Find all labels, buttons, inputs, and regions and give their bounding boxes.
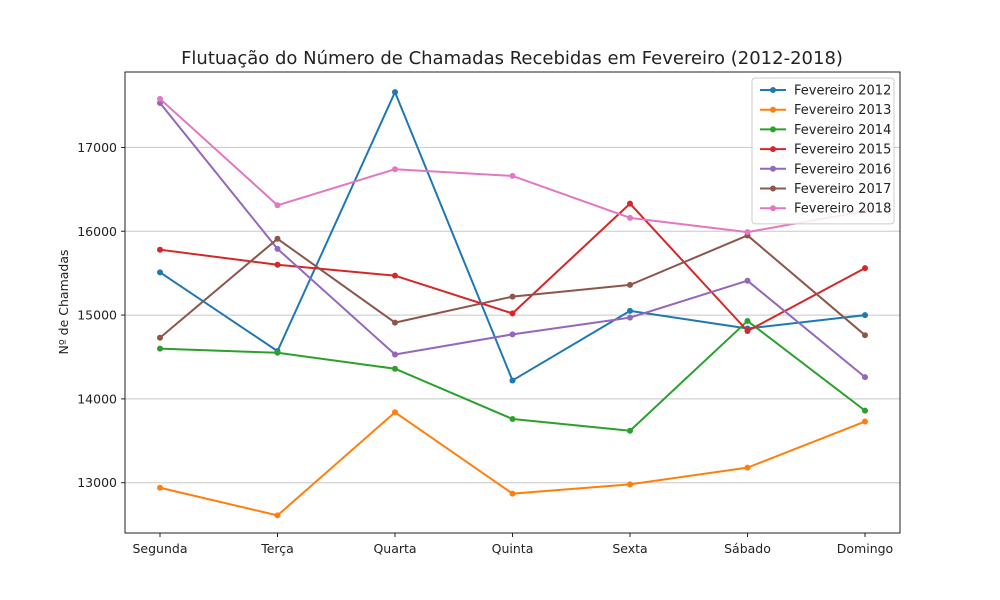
y-tick-label: 17000: [77, 140, 117, 155]
y-tick-label: 16000: [77, 224, 117, 239]
data-point: [392, 272, 398, 279]
data-point: [862, 407, 868, 414]
y-tick-label: 14000: [77, 391, 117, 406]
chart-title: Flutuação do Número de Chamadas Recebida…: [181, 48, 843, 69]
data-point: [627, 281, 633, 288]
legend-item: Fevereiro 2017: [760, 182, 891, 197]
data-point: [392, 319, 398, 326]
series-1: [157, 409, 868, 519]
data-point: [627, 481, 633, 488]
data-point: [862, 265, 868, 272]
legend-item: Fevereiro 2012: [760, 84, 891, 99]
data-point: [862, 374, 868, 381]
legend-marker: [770, 87, 776, 93]
data-point: [744, 464, 751, 471]
legend-marker: [770, 205, 776, 212]
legend-marker: [770, 106, 776, 113]
legend-box: [751, 77, 895, 225]
data-point: [627, 307, 633, 314]
legend-marker: [770, 165, 776, 172]
data-point: [157, 246, 163, 253]
data-point: [744, 327, 751, 334]
data-point: [157, 95, 163, 102]
series-line: [159, 411, 866, 517]
data-point: [744, 277, 751, 284]
data-point: [157, 334, 163, 341]
data-point: [744, 317, 751, 324]
data-point: [509, 331, 516, 338]
y-tick-label: 15000: [77, 308, 117, 323]
data-point: [392, 351, 398, 358]
legend-marker: [770, 126, 776, 133]
data-point: [862, 312, 868, 319]
series-4: [157, 100, 868, 381]
y-axis: 13000 14000 15000 16000 17000: [77, 140, 125, 490]
data-point: [157, 484, 163, 491]
legend-label: Fevereiro 2013: [794, 103, 891, 118]
data-point: [509, 416, 516, 423]
data-point: [627, 214, 633, 221]
x-axis: Segunda Terça Quarta Quinta Sexta Sábado Domin…: [133, 533, 893, 556]
data-point: [509, 490, 516, 497]
data-point: [157, 345, 163, 352]
data-point: [509, 310, 516, 317]
legend-marker: [770, 146, 776, 153]
data-point: [627, 200, 633, 207]
data-point: [274, 512, 281, 519]
data-point: [392, 409, 398, 416]
series-3: [157, 200, 868, 334]
data-point: [274, 349, 281, 356]
data-point: [509, 377, 516, 384]
data-point: [392, 365, 398, 372]
series-line: [159, 319, 866, 432]
legend-label: Fevereiro 2017: [794, 182, 891, 197]
data-point: [862, 332, 868, 339]
legend-item: Fevereiro 2014: [760, 123, 891, 138]
series-line: [159, 234, 866, 339]
data-point: [627, 314, 633, 321]
data-point: [274, 261, 281, 268]
x-tick-label: Segunda: [133, 541, 188, 556]
data-point: [862, 418, 868, 425]
data-point: [509, 293, 516, 300]
legend-marker: [770, 185, 776, 192]
x-tick-label: Sábado: [724, 541, 771, 556]
data-point: [627, 427, 633, 434]
legend-label: Fevereiro 2016: [794, 162, 891, 177]
x-tick-label: Domingo: [837, 541, 893, 556]
data-point: [274, 235, 281, 242]
legend: Fevereiro 2012 Fevereiro 2013 Fevereiro 20…: [751, 77, 895, 225]
x-tick-label: Quinta: [492, 541, 534, 556]
legend-item: Fevereiro 2016: [760, 162, 891, 177]
series-2: [157, 317, 868, 434]
x-tick-label: Terça: [260, 541, 294, 556]
series-5: [157, 232, 868, 341]
data-point: [392, 89, 398, 96]
legend-label: Fevereiro 2018: [794, 202, 891, 217]
x-tick-label: Sexta: [612, 541, 647, 556]
y-tick-label: 13000: [77, 475, 117, 490]
legend-label: Fevereiro 2014: [794, 123, 891, 138]
data-point: [274, 202, 281, 209]
legend-item: Fevereiro 2013: [760, 103, 891, 118]
data-point: [157, 269, 163, 276]
legend-label: Fevereiro 2012: [794, 84, 891, 99]
data-point: [274, 245, 281, 252]
legend-item: Fevereiro 2018: [760, 202, 891, 217]
data-point: [392, 166, 398, 173]
data-point: [744, 229, 751, 236]
y-axis-label: Nº de Chamadas: [56, 249, 71, 354]
data-point: [509, 172, 516, 179]
series-layer: [157, 89, 868, 519]
x-tick-label: Quarta: [373, 541, 416, 556]
legend-item: Fevereiro 2015: [760, 143, 891, 158]
legend-label: Fevereiro 2015: [794, 143, 891, 158]
